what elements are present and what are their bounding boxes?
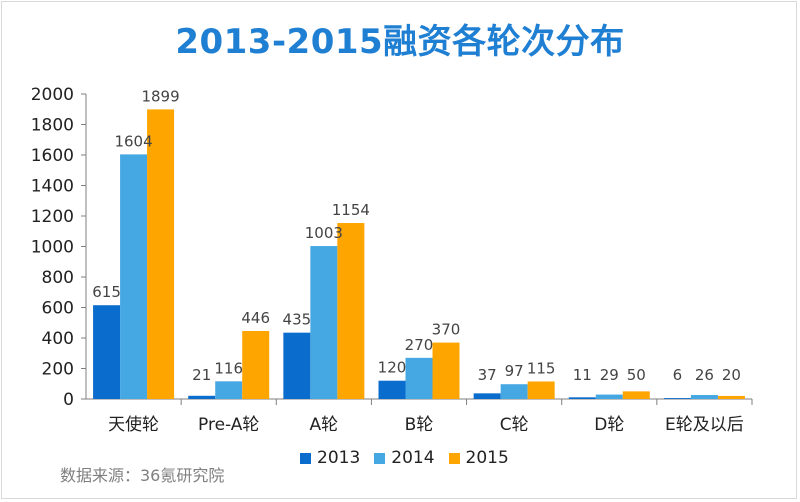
y-tick-label: 1400 (31, 177, 74, 197)
data-label: 21 (192, 366, 211, 384)
bars-layer (93, 109, 745, 399)
legend-label-2013: 2013 (317, 448, 361, 468)
data-label: 50 (627, 366, 646, 384)
data-label: 115 (527, 359, 556, 377)
legend-label-2015: 2015 (465, 448, 509, 468)
data-label: 120 (378, 359, 407, 377)
x-tick-label: B轮 (405, 415, 434, 435)
bar (337, 223, 365, 399)
bar (663, 398, 691, 399)
data-label: 116 (214, 359, 243, 377)
bar (527, 381, 555, 399)
y-tick-label: 1600 (31, 146, 74, 166)
data-label: 11 (573, 366, 592, 384)
chart-title: 2013-2015融资各轮次分布 (175, 22, 625, 62)
legend-item-2014: 2014 (374, 448, 435, 468)
bar (120, 154, 148, 399)
data-label: 37 (478, 366, 497, 384)
data-label: 615 (92, 283, 121, 301)
data-source: 数据来源：36氪研究院 (60, 466, 225, 485)
legend-item-2015: 2015 (448, 448, 509, 468)
axis-layer: 0 200 400 600 800 1000 1200 1400 1600 1800 2000 天使轮… (31, 85, 753, 435)
data-label: 97 (505, 362, 524, 380)
data-label: 435 (283, 311, 312, 329)
y-tick-label: 600 (42, 299, 74, 319)
data-label: 1604 (114, 132, 152, 150)
bar (717, 395, 745, 399)
y-tick-label: 2000 (31, 85, 74, 105)
data-label: 1899 (141, 87, 179, 105)
bar (147, 109, 175, 399)
bar (568, 397, 596, 399)
data-label: 446 (241, 309, 270, 327)
legend: 2013 2014 2015 (300, 448, 523, 468)
data-label: 26 (695, 366, 714, 384)
bar (215, 381, 243, 399)
data-label: 270 (405, 336, 434, 354)
bar (690, 395, 718, 399)
x-tick-label: A轮 (310, 415, 339, 435)
data-label: 6 (673, 366, 683, 384)
data-label: 370 (432, 321, 461, 339)
y-tick-label: 800 (42, 268, 74, 288)
y-tick-label: 1800 (31, 116, 74, 136)
data-label: 1154 (332, 201, 370, 219)
bar (310, 246, 338, 399)
x-tick-label: C轮 (500, 415, 529, 435)
x-tick-label: D轮 (594, 415, 624, 435)
x-tick-label: E轮及以后 (665, 415, 744, 435)
legend-item-2013: 2013 (300, 448, 360, 468)
bar (473, 393, 501, 399)
bar (595, 394, 623, 399)
bar (242, 330, 270, 399)
y-tick-label: 200 (42, 360, 74, 380)
legend-swatch-2014 (374, 452, 386, 464)
y-tick-label: 400 (42, 329, 74, 349)
bar (93, 305, 121, 399)
y-tick-label: 1000 (31, 238, 74, 258)
legend-swatch-2015 (448, 452, 460, 464)
x-tick-label: Pre-A轮 (198, 415, 259, 435)
bar (378, 380, 406, 399)
bar (188, 395, 216, 399)
y-tick-label: 1200 (31, 207, 74, 227)
data-label: 1003 (305, 224, 343, 242)
x-tick-label: 天使轮 (108, 414, 159, 435)
legend-swatch-2013 (300, 452, 311, 464)
bar (283, 332, 311, 399)
data-label: 29 (600, 366, 619, 384)
data-label: 20 (722, 366, 741, 384)
legend-label-2014: 2014 (391, 448, 435, 468)
bar (432, 342, 460, 399)
bar (405, 357, 433, 399)
bar (500, 384, 528, 399)
bar (622, 391, 650, 399)
y-tick-label: 0 (63, 390, 74, 410)
